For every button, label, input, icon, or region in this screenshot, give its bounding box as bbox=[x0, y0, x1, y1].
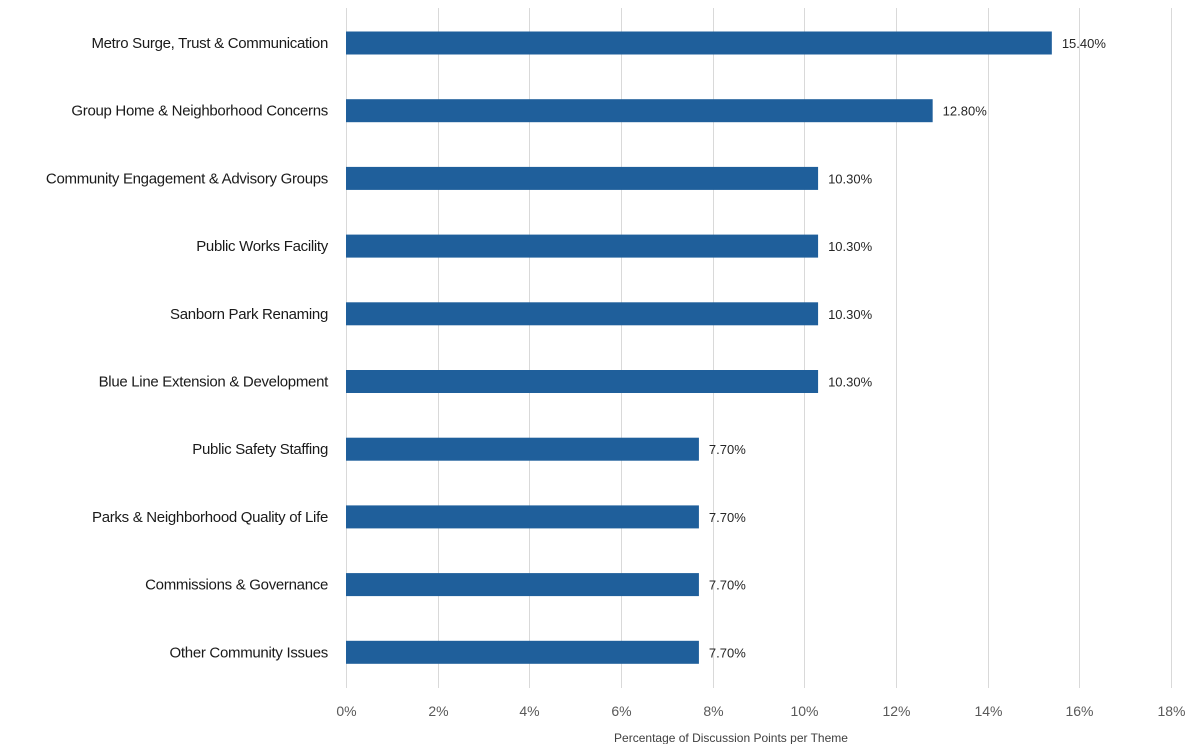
bar bbox=[346, 573, 699, 597]
data-label: 10.30% bbox=[828, 171, 873, 186]
x-tick-label: 12% bbox=[882, 703, 910, 719]
category-label: Other Community Issues bbox=[170, 644, 328, 661]
category-labels: Metro Surge, Trust & Communication Group … bbox=[46, 35, 330, 661]
data-label: 7.70% bbox=[709, 442, 746, 457]
bar bbox=[346, 166, 819, 190]
data-label: 10.30% bbox=[828, 375, 873, 390]
bar bbox=[346, 99, 933, 123]
data-label: 10.30% bbox=[828, 239, 873, 254]
x-tick-label: 14% bbox=[974, 703, 1002, 719]
category-label: Parks & Neighborhood Quality of Life bbox=[92, 509, 328, 526]
bars bbox=[346, 31, 1052, 664]
data-label: 7.70% bbox=[709, 645, 746, 660]
data-labels: 15.40% 12.80% 10.30% 10.30% 10.30% 10.30% 7.70… bbox=[709, 36, 1106, 660]
category-label: Metro Surge, Trust & Communication bbox=[91, 35, 328, 52]
x-tick-label: 8% bbox=[703, 703, 723, 719]
bar bbox=[346, 234, 819, 258]
data-label: 7.70% bbox=[709, 578, 746, 593]
data-label: 10.30% bbox=[828, 307, 873, 322]
bar bbox=[346, 437, 699, 461]
data-label: 12.80% bbox=[943, 104, 988, 119]
x-tick-labels: 0% 2% 4% 6% 8% 10% 12% 14% 16% 18% bbox=[336, 703, 1185, 719]
data-label: 7.70% bbox=[709, 510, 746, 525]
bar bbox=[346, 370, 819, 393]
x-tick-label: 0% bbox=[336, 703, 356, 719]
bar bbox=[346, 31, 1052, 55]
data-label: 15.40% bbox=[1062, 36, 1107, 51]
category-label: Blue Line Extension & Development bbox=[99, 374, 330, 391]
x-tick-label: 10% bbox=[790, 703, 818, 719]
bar bbox=[346, 302, 819, 326]
x-tick-label: 16% bbox=[1065, 703, 1093, 719]
category-label: Group Home & Neighborhood Concerns bbox=[71, 103, 328, 120]
bar bbox=[346, 640, 699, 664]
x-tick-label: 4% bbox=[519, 703, 539, 719]
category-label: Community Engagement & Advisory Groups bbox=[46, 170, 328, 187]
category-label: Sanborn Park Renaming bbox=[170, 306, 328, 323]
x-tick-label: 18% bbox=[1157, 703, 1185, 719]
category-label: Commissions & Governance bbox=[145, 577, 328, 594]
category-label: Public Works Facility bbox=[196, 238, 329, 255]
x-tick-label: 6% bbox=[611, 703, 631, 719]
x-tick-label: 2% bbox=[428, 703, 448, 719]
category-label: Public Safety Staffing bbox=[192, 441, 328, 458]
x-axis-title: Percentage of Discussion Points per Them… bbox=[614, 731, 848, 744]
bar bbox=[346, 505, 699, 529]
